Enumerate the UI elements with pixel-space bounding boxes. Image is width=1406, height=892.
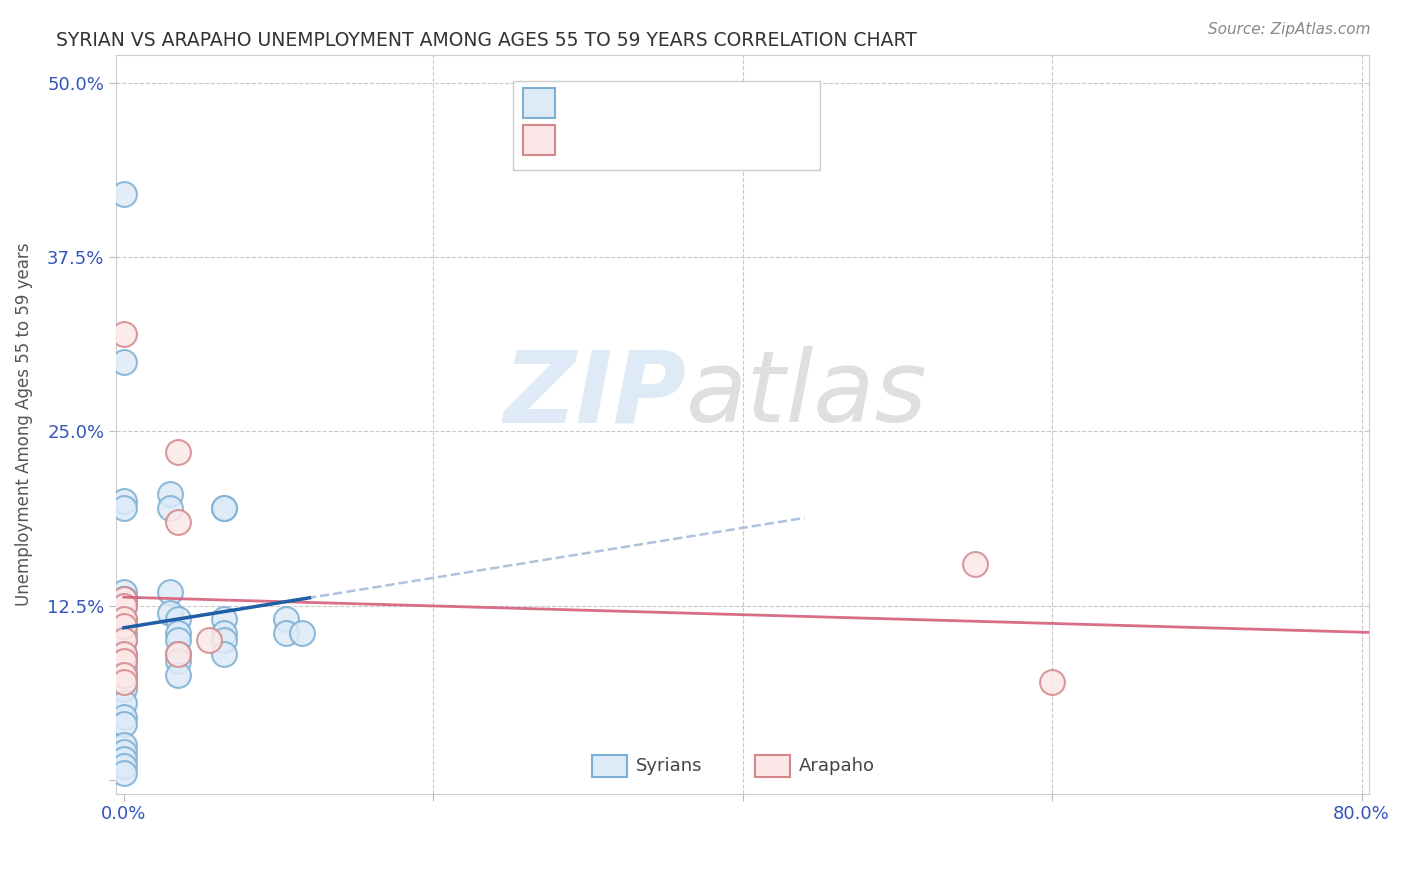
Point: [112, 745, 135, 759]
Text: 15: 15: [733, 133, 758, 151]
Point: [276, 626, 298, 640]
Point: [112, 717, 135, 731]
Text: Arapaho: Arapaho: [799, 757, 875, 775]
Point: [112, 710, 135, 724]
Point: [112, 654, 135, 668]
FancyBboxPatch shape: [513, 81, 821, 169]
Point: [214, 648, 236, 662]
Point: [112, 599, 135, 613]
Point: [112, 654, 135, 668]
Point: [112, 584, 135, 599]
Point: [112, 494, 135, 508]
Point: [159, 487, 181, 501]
Point: [1040, 675, 1063, 690]
Point: [198, 633, 221, 648]
Point: [276, 612, 298, 626]
Y-axis label: Unemployment Among Ages 55 to 59 years: Unemployment Among Ages 55 to 59 years: [15, 243, 32, 607]
Point: [214, 501, 236, 516]
Point: [112, 619, 135, 633]
Text: N =: N =: [672, 133, 724, 151]
Text: Source: ZipAtlas.com: Source: ZipAtlas.com: [1208, 22, 1371, 37]
Point: [112, 682, 135, 697]
FancyBboxPatch shape: [755, 756, 790, 778]
Point: [112, 591, 135, 606]
Point: [112, 591, 135, 606]
Point: [112, 668, 135, 682]
Point: [112, 696, 135, 710]
Point: [963, 557, 986, 571]
Point: [214, 633, 236, 648]
Text: R =: R =: [569, 95, 609, 114]
Point: [214, 626, 236, 640]
Text: N =: N =: [672, 95, 724, 114]
Point: [112, 354, 135, 368]
Point: [112, 326, 135, 341]
Point: [291, 626, 314, 640]
Text: SYRIAN VS ARAPAHO UNEMPLOYMENT AMONG AGES 55 TO 59 YEARS CORRELATION CHART: SYRIAN VS ARAPAHO UNEMPLOYMENT AMONG AGE…: [56, 31, 917, 50]
FancyBboxPatch shape: [523, 88, 555, 118]
Point: [112, 738, 135, 752]
Text: 0.150: 0.150: [610, 133, 666, 151]
Point: [167, 648, 190, 662]
Point: [112, 648, 135, 662]
Point: [112, 612, 135, 626]
Point: [112, 612, 135, 626]
Point: [214, 501, 236, 516]
Point: [167, 612, 190, 626]
Point: [112, 187, 135, 202]
Point: [112, 765, 135, 780]
Point: [112, 675, 135, 690]
Point: [167, 445, 190, 459]
Point: [112, 661, 135, 675]
Point: [112, 599, 135, 613]
Point: [112, 648, 135, 662]
Point: [112, 633, 135, 648]
Point: [112, 752, 135, 766]
Text: R =: R =: [569, 133, 609, 151]
Point: [167, 648, 190, 662]
Point: [112, 591, 135, 606]
Point: [167, 626, 190, 640]
Text: Syrians: Syrians: [636, 757, 703, 775]
Point: [167, 668, 190, 682]
Text: atlas: atlas: [686, 346, 928, 443]
Text: ZIP: ZIP: [503, 346, 686, 443]
Point: [167, 654, 190, 668]
Point: [159, 606, 181, 620]
Point: [214, 612, 236, 626]
Point: [112, 633, 135, 648]
Point: [167, 515, 190, 529]
Point: [112, 626, 135, 640]
Point: [112, 501, 135, 516]
Point: [112, 759, 135, 773]
Point: [112, 668, 135, 682]
Point: [112, 675, 135, 690]
FancyBboxPatch shape: [523, 125, 555, 155]
FancyBboxPatch shape: [592, 756, 627, 778]
Text: 0.351: 0.351: [610, 95, 666, 114]
Point: [159, 501, 181, 516]
Point: [159, 584, 181, 599]
Point: [167, 633, 190, 648]
Text: 31: 31: [733, 95, 758, 114]
